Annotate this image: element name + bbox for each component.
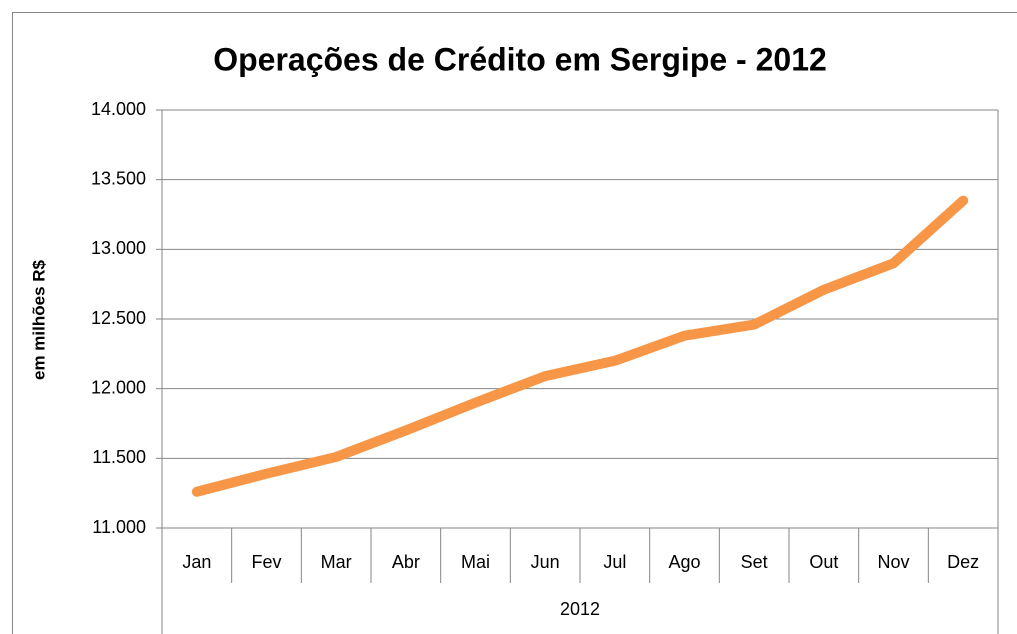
y-tick-label: 12.000	[91, 377, 146, 397]
x-tick-label: Fev	[251, 552, 281, 572]
x-tick-label: Mai	[461, 552, 490, 572]
chart-title: Operações de Crédito em Sergipe - 2012	[213, 41, 827, 77]
y-tick-label: 14.000	[91, 99, 146, 119]
x-tick-label: Ago	[668, 552, 700, 572]
y-tick-label: 11.500	[92, 447, 146, 467]
x-tick-label: Jan	[182, 552, 211, 572]
x-tick-label: Jun	[531, 552, 560, 572]
x-tick-label: Jul	[603, 552, 626, 572]
y-tick-label: 13.500	[91, 168, 146, 188]
x-tick-label: Out	[809, 552, 838, 572]
x-tick-label: Abr	[392, 552, 420, 572]
x-group-label: 2012	[560, 599, 600, 619]
x-tick-label: Mar	[321, 552, 352, 572]
y-axis-label: em milhões R$	[29, 259, 48, 380]
line-series	[191, 195, 969, 497]
y-tick-label: 11.000	[92, 517, 146, 537]
x-tick-label: Set	[741, 552, 768, 572]
x-tick-label: Dez	[947, 552, 979, 572]
y-tick-label: 13.000	[91, 238, 146, 258]
x-tick-label: Nov	[877, 552, 909, 572]
chart-border	[12, 12, 1017, 634]
y-tick-label: 12.500	[91, 308, 146, 328]
